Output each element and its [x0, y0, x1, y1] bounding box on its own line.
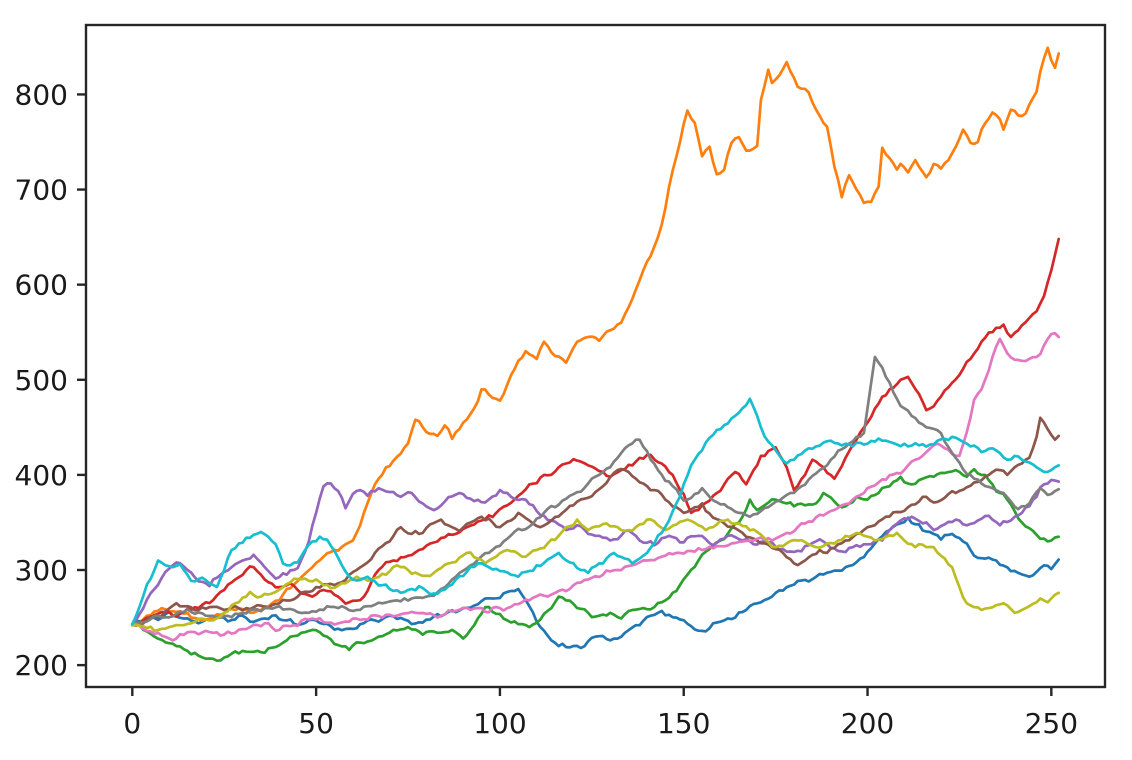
x-tick-label: 100: [473, 707, 526, 740]
x-tick-label: 150: [657, 707, 710, 740]
series-line-cyan: [130, 397, 1061, 626]
y-tick-label: 700: [15, 174, 68, 207]
series-line-gray: [130, 355, 1061, 627]
x-tick-label: 200: [841, 707, 894, 740]
y-tick-label: 800: [15, 78, 68, 111]
y-tick-label: 300: [15, 554, 68, 587]
y-tick-label: 200: [15, 649, 68, 682]
series-line-olive: [130, 518, 1061, 633]
series-line-orange: [130, 46, 1061, 626]
x-tick-label: 50: [298, 707, 334, 740]
series-line-pink: [130, 331, 1061, 642]
y-tick-label: 600: [15, 269, 68, 302]
series-line-green: [130, 467, 1061, 663]
y-tick-label: 400: [15, 459, 68, 492]
series-line-blue: [130, 516, 1061, 650]
spine-layer: [84, 23, 1107, 689]
plot-border: [84, 23, 1107, 689]
axes-layer: 0 50 100 150 200 250 200 300 400 500 600 700 800: [15, 78, 1079, 740]
x-tick-label: 250: [1025, 707, 1078, 740]
series-line-purple: [130, 478, 1061, 627]
y-tick-label: 500: [15, 364, 68, 397]
series-line-brown: [130, 416, 1061, 627]
x-tick-label: 0: [123, 707, 141, 740]
series-layer: [130, 46, 1061, 663]
